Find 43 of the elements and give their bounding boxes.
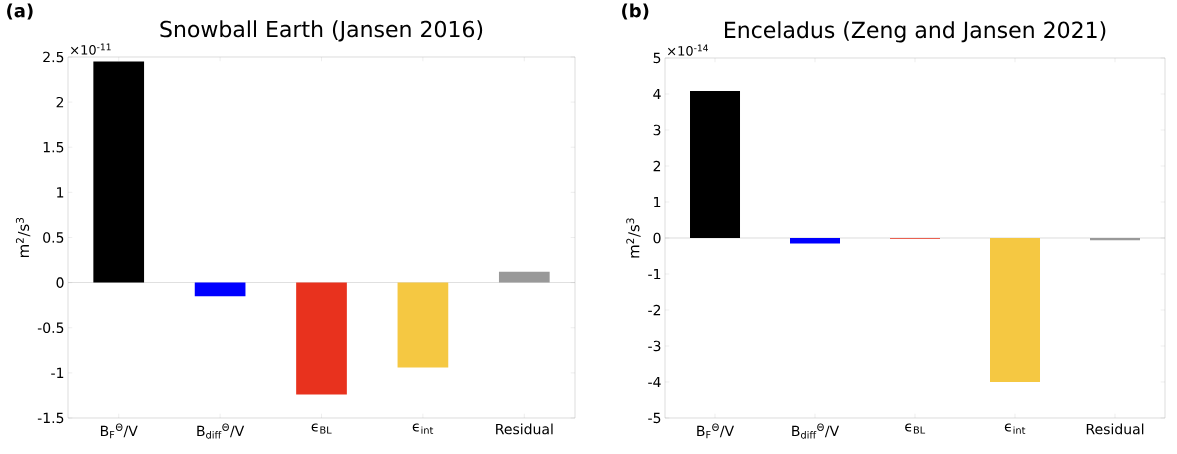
- y-tick-label: -4: [648, 376, 661, 388]
- y-tick-label: -5: [648, 412, 661, 424]
- text: (b): [622, 3, 649, 20]
- y-tick-label: 3: [653, 124, 661, 136]
- y-axis-title: m$^{2}$/s$^{3}$: [626, 218, 641, 258]
- x-tick-label: Residual: [1086, 423, 1144, 435]
- bar: [296, 282, 347, 395]
- x-tick-label: Residual: [496, 423, 553, 435]
- y-tick-label: -0.5: [37, 322, 64, 334]
- y-tick-label: 1: [654, 196, 661, 208]
- x-tick-label: B$_{diff}$$^{Θ}$/V: [197, 423, 245, 439]
- x-tick-label: ϵ$_{BL}$: [311, 423, 332, 434]
- text: ×10$^{-14}$: [668, 44, 708, 56]
- y-tick-label: 0: [653, 232, 661, 244]
- y-tick-label: 4: [653, 88, 661, 100]
- text: (a): [7, 3, 33, 20]
- y-axis-title: m$^{2}$/s$^{3}$: [15, 217, 31, 258]
- chart-title: Enceladus (Zeng and Jansen 2021): [725, 21, 1106, 43]
- x-tick-label: ϵ$_{int}$: [1004, 423, 1026, 434]
- y-tick-label: -1: [648, 268, 661, 280]
- y-tick-label: -1.5: [37, 412, 64, 424]
- y-tick-label: 1: [57, 187, 64, 198]
- x-tick-label: B$_{diff}$$^{Θ}$/V: [792, 423, 840, 439]
- bar: [397, 282, 449, 368]
- x-tick-label: B$_{F}$$^{Θ}$/V: [697, 423, 735, 439]
- y-tick-label: 1.5: [43, 142, 64, 153]
- y-tick-label: 2: [653, 160, 661, 172]
- text: ×10$^{-11}$: [71, 43, 111, 55]
- x-tick-label: B$_{F}$$^{Θ}$/V: [100, 423, 138, 439]
- y-tick-label: 2.5: [43, 51, 64, 63]
- y-tick-label: -3: [648, 340, 661, 352]
- y-tick-label: 0: [56, 277, 64, 288]
- bar: [194, 282, 246, 297]
- y-tick-label: 2: [56, 96, 64, 108]
- y-tick-label: -1: [51, 367, 64, 378]
- y-tick-label: 5: [653, 52, 661, 64]
- x-tick-label: ϵ$_{BL}$: [905, 423, 926, 434]
- x-tick-label: ϵ$_{int}$: [412, 423, 434, 434]
- y-tick-label: 0.5: [43, 232, 64, 243]
- y-tick-label: -2: [648, 304, 661, 316]
- chart-title: Snowball Earth (Jansen 2016): [160, 20, 483, 42]
- bar: [498, 271, 550, 283]
- bar: [93, 61, 145, 283]
